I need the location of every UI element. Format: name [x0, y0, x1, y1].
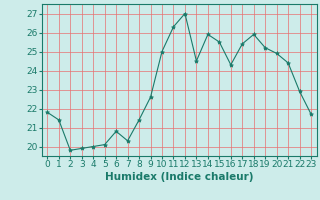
X-axis label: Humidex (Indice chaleur): Humidex (Indice chaleur): [105, 172, 253, 182]
